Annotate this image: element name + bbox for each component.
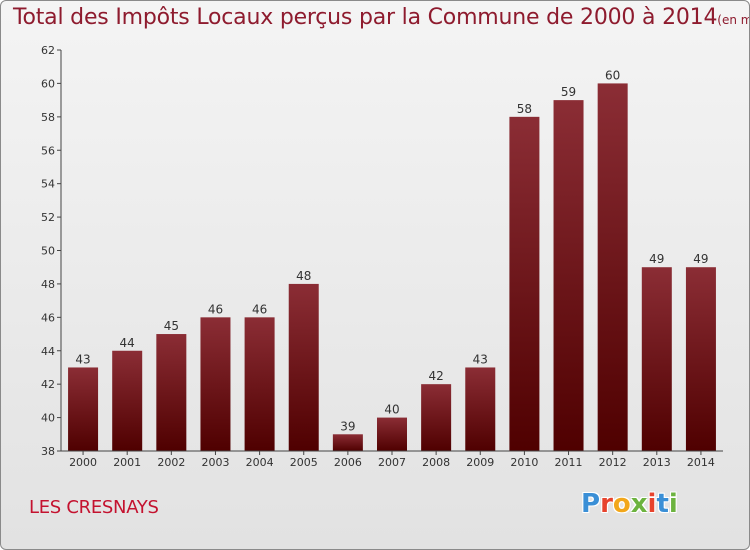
y-tick-label: 52 <box>41 211 55 224</box>
y-tick-label: 46 <box>41 311 55 324</box>
logo-letter: P <box>581 489 601 519</box>
x-axis: 2000 2001 2002 2003 2004 2005 2006 2007 2008 2009… <box>61 450 723 469</box>
bar-value-label: 46 <box>252 302 267 316</box>
bar-2000 <box>68 367 99 451</box>
y-axis: 38 40 42 44 46 48 50 52 54 56 58 60 62 <box>41 44 62 458</box>
bar-2006 <box>332 434 363 451</box>
y-tick-label: 38 <box>41 445 55 458</box>
bars: 43 44 45 46 46 48 39 40 42 43 58 59 60 49 49 <box>68 68 716 452</box>
bar-value-label: 60 <box>605 68 620 82</box>
x-tick-label: 2007 <box>378 456 406 469</box>
bar-2008 <box>421 384 452 451</box>
bar-2013 <box>641 267 672 451</box>
logo-letter: i <box>647 489 657 519</box>
bar-2011 <box>553 100 584 451</box>
bar-value-label: 49 <box>649 252 664 266</box>
bar-2012 <box>597 83 628 452</box>
logo-letter: o <box>612 489 631 519</box>
x-tick-label: 2006 <box>334 456 362 469</box>
bar-value-label: 42 <box>428 369 443 383</box>
x-tick-label: 2012 <box>599 456 627 469</box>
logo-letter: i <box>668 489 678 519</box>
bar-value-label: 39 <box>340 419 355 433</box>
chart-title: Total des Impôts Locaux perçus par la Co… <box>13 5 749 30</box>
bar-2009 <box>465 367 496 451</box>
bar-2010 <box>509 116 540 451</box>
bar-value-label: 46 <box>208 302 223 316</box>
x-tick-label: 2009 <box>466 456 494 469</box>
x-tick-label: 2010 <box>510 456 538 469</box>
bar-value-label: 49 <box>693 252 708 266</box>
bar-value-label: 59 <box>561 85 576 99</box>
chart-title-text: Total des Impôts Locaux perçus par la Co… <box>13 5 718 30</box>
bar-2003 <box>200 317 231 451</box>
proxiti-logo[interactable]: Proxiti <box>581 489 678 519</box>
x-tick-label: 2008 <box>422 456 450 469</box>
x-tick-label: 2011 <box>555 456 583 469</box>
x-tick-label: 2000 <box>69 456 97 469</box>
bar-value-label: 48 <box>296 269 311 283</box>
y-tick-label: 50 <box>41 245 55 258</box>
y-tick-label: 56 <box>41 144 55 157</box>
bar-2002 <box>156 334 187 451</box>
bar-2004 <box>244 317 275 451</box>
x-tick-label: 2003 <box>201 456 229 469</box>
logo-letter: r <box>600 489 613 519</box>
y-tick-label: 60 <box>41 77 55 90</box>
x-tick-label: 2002 <box>157 456 185 469</box>
logo-letter: t <box>656 489 669 519</box>
y-tick-label: 44 <box>41 345 55 358</box>
bar-2001 <box>112 350 143 451</box>
bar-value-label: 43 <box>473 352 488 366</box>
chart-unit-label: (en milliers d'€) <box>717 13 749 27</box>
x-tick-label: 2001 <box>113 456 141 469</box>
logo-letter: x <box>630 489 648 519</box>
x-tick-label: 2005 <box>290 456 318 469</box>
x-tick-label: 2014 <box>687 456 715 469</box>
bar-value-label: 43 <box>75 352 90 366</box>
bar-2014 <box>685 267 716 451</box>
y-tick-label: 40 <box>41 412 55 425</box>
y-tick-label: 62 <box>41 44 55 57</box>
x-tick-label: 2013 <box>643 456 671 469</box>
commune-name: LES CRESNAYS <box>29 497 159 518</box>
x-tick-label: 2004 <box>246 456 274 469</box>
bar-2007 <box>377 417 407 451</box>
y-tick-label: 54 <box>41 178 55 191</box>
bar-value-label: 45 <box>164 319 179 333</box>
bar-2005 <box>288 283 319 451</box>
y-tick-label: 58 <box>41 111 55 124</box>
y-tick-label: 42 <box>41 378 55 391</box>
y-tick-label: 48 <box>41 278 55 291</box>
bar-value-label: 40 <box>384 403 399 417</box>
bar-value-label: 44 <box>120 336 135 350</box>
bar-value-label: 58 <box>517 102 532 116</box>
